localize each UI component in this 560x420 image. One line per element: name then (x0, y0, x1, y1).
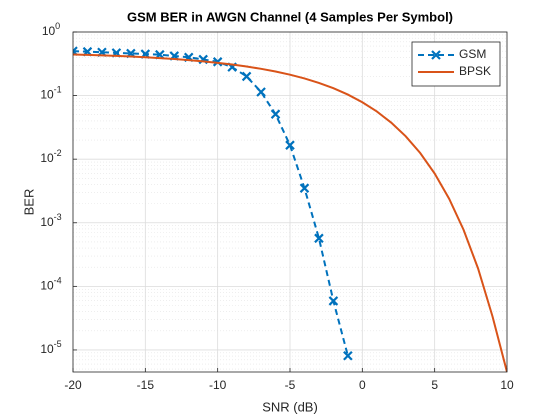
data-marker (241, 71, 252, 82)
series-line (73, 50, 349, 357)
y-tick-label: 10-4 (40, 276, 61, 293)
legend-marker (431, 50, 441, 60)
axes: -20 -15 -10 -5 0 5 10 10-5 10-4 10-3 10-2 10-1 100 (40, 21, 514, 392)
data-marker (285, 140, 295, 150)
y-tick-label: 100 (42, 21, 60, 38)
data-marker (299, 183, 310, 193)
y-tick-label: 10-5 (40, 339, 61, 356)
legend: GSM BPSK (411, 41, 501, 87)
data-marker (314, 233, 324, 244)
data-marker (256, 87, 266, 97)
y-tick-label: 10-1 (40, 85, 61, 102)
series-line (73, 53, 507, 372)
x-tick-label: -20 (64, 378, 82, 392)
y-axis-label: BER (21, 189, 36, 216)
chart-title: GSM BER in AWGN Channel (4 Samples Per S… (127, 9, 453, 24)
data-marker (270, 109, 281, 119)
y-tick-label: 10-3 (40, 212, 61, 229)
x-tick-label: -10 (209, 378, 227, 392)
legend-box (411, 41, 501, 87)
y-tick-label: 10-2 (40, 149, 61, 166)
x-tick-label: 10 (500, 378, 514, 392)
x-tick-label: 0 (359, 378, 366, 392)
x-tick-label: -5 (285, 378, 296, 392)
legend-label: BPSK (459, 64, 491, 78)
data-marker (212, 57, 223, 67)
x-tick-label: 5 (431, 378, 438, 392)
data-marker (328, 296, 339, 306)
grid (72, 31, 508, 372)
x-axis-label: SNR (dB) (262, 399, 318, 414)
legend-label: GSM (459, 47, 486, 61)
plot (73, 46, 507, 372)
data-marker (343, 350, 353, 361)
x-tick-label: -15 (137, 378, 155, 392)
